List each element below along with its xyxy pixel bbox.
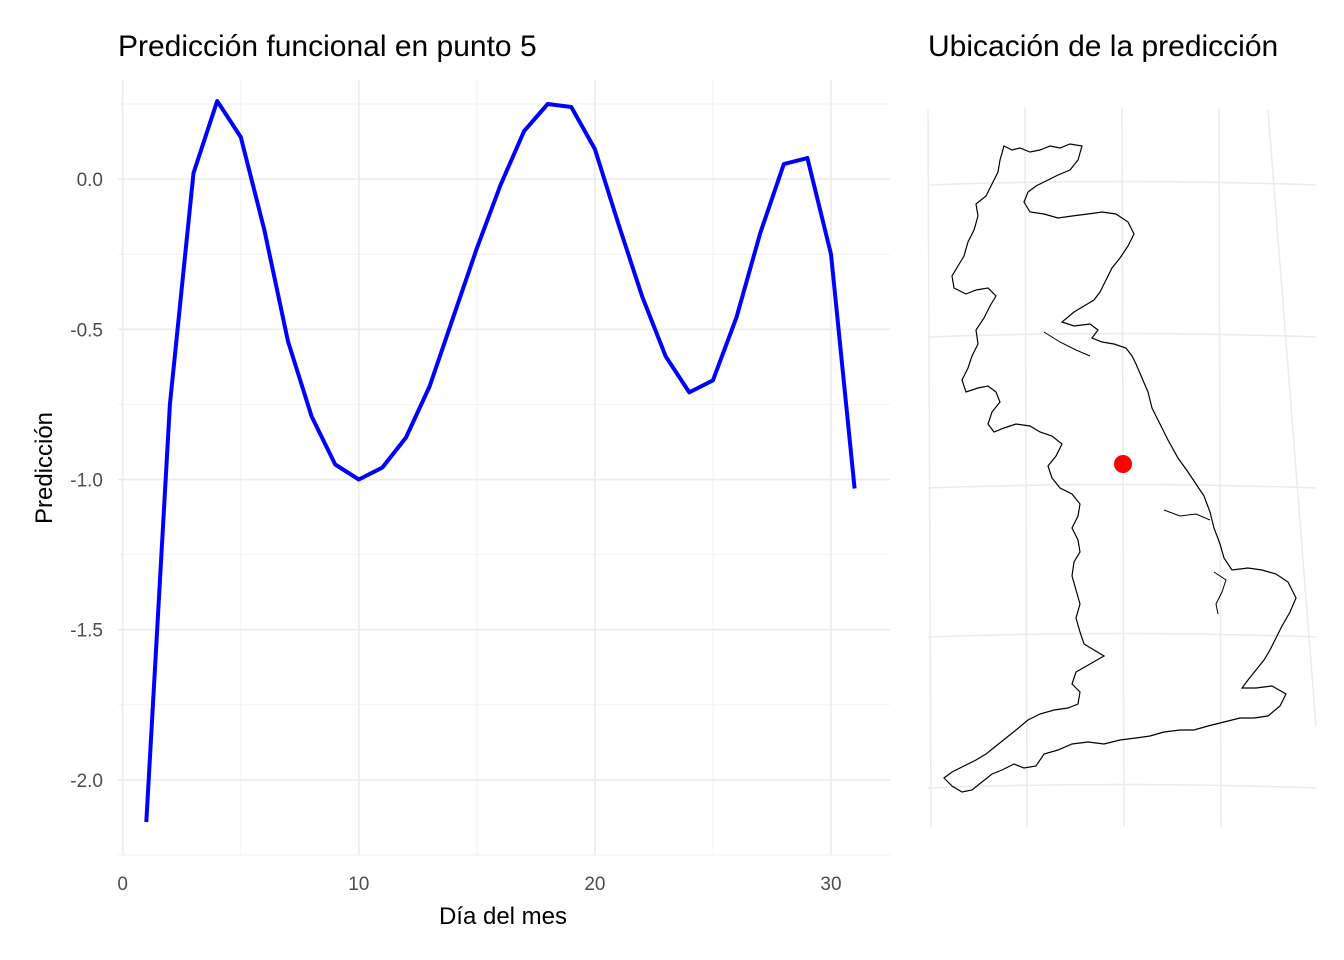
map-graticule: [927, 107, 1317, 828]
x-axis-label: Día del mes: [439, 903, 567, 930]
estuary-line: [1213, 571, 1227, 615]
line-chart-minor-grid: [118, 80, 890, 856]
graticule-parallel: [927, 783, 1317, 789]
graticule-parallel: [927, 632, 1317, 638]
line-chart-panel: Predicción funcional en punto 5 0.0 -0.5 -…: [31, 30, 890, 930]
graticule-parallel: [927, 180, 1317, 186]
y-axis-label: Predicción: [31, 412, 58, 524]
x-tick-label: 10: [348, 874, 369, 895]
graticule-parallel: [927, 483, 1317, 489]
prediction-series-line: [144, 99, 857, 823]
y-tick-label: 0.0: [77, 170, 103, 191]
map-title: Ubicación de la predicción: [928, 30, 1278, 63]
graticule-meridian: [927, 109, 932, 828]
line-chart-title: Predicción funcional en punto 5: [118, 30, 537, 63]
graticule-meridian: [1218, 107, 1222, 828]
estuary-line: [1163, 509, 1211, 521]
estuary-line: [1043, 331, 1091, 357]
y-tick-label: -1.5: [70, 621, 103, 642]
graticule-meridian: [1024, 107, 1028, 828]
map-panel: Ubicación de la predicción: [927, 30, 1317, 828]
y-axis-tick-labels: 0.0 -0.5 -1.0 -1.5 -2.0: [70, 170, 103, 792]
y-tick-label: -0.5: [70, 320, 103, 341]
prediction-location-marker: [1114, 455, 1132, 473]
y-tick-label: -2.0: [70, 771, 103, 792]
graticule-meridian: [1267, 109, 1317, 728]
x-tick-label: 20: [584, 874, 605, 895]
x-axis-tick-labels: 0 10 20 30: [117, 874, 841, 895]
graticule-parallel: [927, 332, 1317, 338]
x-tick-label: 0: [117, 874, 128, 895]
great-britain-outline: [943, 143, 1297, 793]
x-tick-label: 30: [820, 874, 841, 895]
y-tick-label: -1.0: [70, 471, 103, 492]
